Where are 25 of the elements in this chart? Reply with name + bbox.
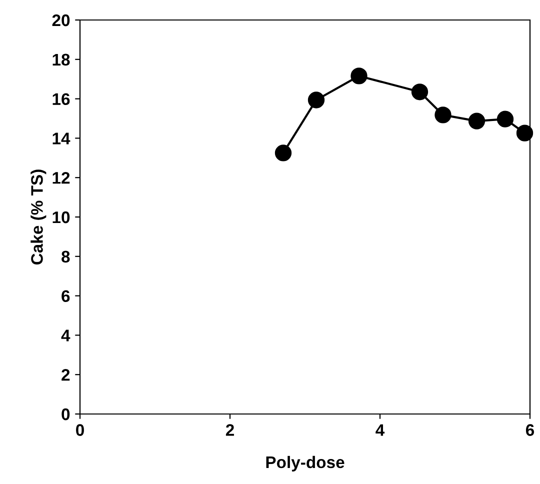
point [350, 68, 368, 84]
x-axis-title: Poly-dose [266, 456, 344, 472]
point [274, 144, 292, 162]
point [516, 124, 534, 142]
y-tick-label: 18 [52, 54, 70, 66]
y-axis-title: Cake (% TS) [30, 170, 46, 264]
point [434, 106, 452, 124]
y-tick-label: 14 [52, 132, 70, 144]
x-tick-label: 6 [526, 424, 534, 436]
y-tick-label: 0 [62, 408, 70, 420]
y-tick-label: 20 [52, 14, 70, 26]
point [496, 110, 514, 128]
y-tick-label: 10 [52, 211, 70, 224]
x-tick-label: 4 [376, 424, 385, 436]
point [411, 84, 428, 100]
y-tick-label: 2 [62, 369, 70, 381]
point [468, 112, 486, 130]
y-tick-label: 4 [61, 330, 70, 342]
x-tick-label: 0 [76, 424, 84, 436]
y-tick-label: 6 [62, 290, 70, 302]
y-tick-label: 12 [52, 172, 70, 184]
point [308, 92, 325, 108]
y-tick-label: 16 [52, 93, 70, 106]
y-tick-label: 8 [62, 250, 70, 263]
x-tick-label: 2 [226, 424, 234, 436]
